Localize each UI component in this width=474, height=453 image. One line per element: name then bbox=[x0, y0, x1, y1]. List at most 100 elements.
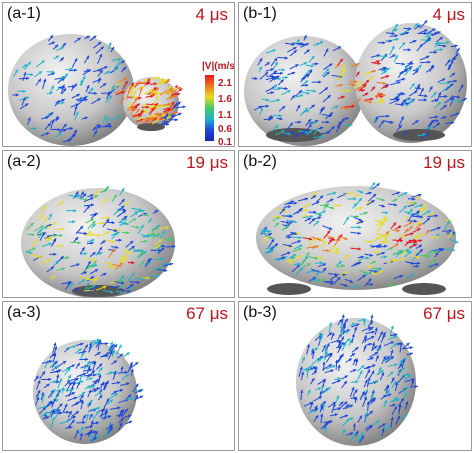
velocity-arrowhead bbox=[177, 101, 181, 105]
velocity-arrowhead bbox=[46, 416, 50, 420]
velocity-arrowhead bbox=[307, 217, 312, 221]
velocity-arrowhead bbox=[313, 210, 317, 214]
velocity-arrowhead bbox=[357, 247, 361, 251]
velocity-arrowhead bbox=[369, 320, 373, 324]
velocity-arrowhead bbox=[114, 232, 118, 236]
velocity-arrowhead bbox=[119, 422, 123, 426]
velocity-arrowhead bbox=[145, 117, 150, 121]
velocity-arrowhead bbox=[395, 37, 399, 41]
velocity-arrowhead bbox=[427, 60, 431, 64]
velocity-arrowhead bbox=[373, 345, 378, 349]
velocity-arrowhead bbox=[417, 25, 421, 28]
velocity-arrowhead bbox=[335, 247, 340, 251]
velocity-arrowhead bbox=[404, 413, 408, 417]
velocity-arrowhead bbox=[443, 44, 447, 48]
velocity-arrowhead bbox=[299, 94, 304, 98]
velocity-arrowhead bbox=[351, 353, 355, 357]
velocity-arrowhead bbox=[342, 324, 346, 328]
velocity-arrowhead bbox=[370, 394, 374, 399]
velocity-arrowhead bbox=[273, 84, 277, 88]
velocity-arrowhead bbox=[350, 432, 354, 436]
bubble-render-b-1 bbox=[244, 19, 467, 146]
velocity-arrowhead bbox=[339, 73, 343, 77]
velocity-arrowhead bbox=[406, 373, 410, 377]
velocity-arrowhead bbox=[86, 205, 90, 209]
velocity-arrowhead bbox=[384, 211, 388, 215]
velocity-arrowhead bbox=[102, 83, 107, 87]
velocity-arrowhead bbox=[394, 96, 399, 100]
velocity-arrowhead bbox=[287, 205, 291, 209]
velocity-arrowhead bbox=[383, 255, 387, 259]
velocity-arrowhead bbox=[403, 250, 407, 254]
velocity-arrowhead bbox=[146, 234, 150, 238]
velocity-arrowhead bbox=[123, 216, 128, 220]
velocity-arrowhead bbox=[332, 401, 336, 405]
velocity-arrowhead bbox=[376, 250, 380, 254]
velocity-arrowhead bbox=[419, 249, 423, 253]
velocity-arrowhead bbox=[372, 364, 376, 368]
velocity-arrowhead bbox=[409, 66, 413, 70]
velocity-arrowhead bbox=[46, 258, 50, 262]
velocity-arrowhead bbox=[70, 388, 74, 392]
velocity-arrowhead bbox=[302, 258, 306, 262]
velocity-arrowhead bbox=[407, 211, 411, 215]
velocity-arrowhead bbox=[90, 194, 94, 198]
velocity-arrowhead bbox=[136, 225, 140, 229]
velocity-arrowhead bbox=[90, 218, 94, 222]
velocity-arrowhead bbox=[38, 230, 42, 234]
velocity-arrowhead bbox=[288, 244, 293, 248]
velocity-arrowhead bbox=[344, 283, 348, 287]
velocity-arrowhead bbox=[127, 289, 131, 293]
velocity-arrowhead bbox=[418, 239, 423, 243]
velocity-arrowhead bbox=[312, 366, 317, 370]
velocity-arrowhead bbox=[130, 286, 134, 290]
velocity-arrowhead bbox=[392, 54, 396, 58]
velocity-arrowhead bbox=[394, 28, 398, 32]
velocity-arrowhead bbox=[90, 197, 94, 201]
velocity-arrowhead bbox=[418, 221, 423, 225]
velocity-arrowhead bbox=[420, 87, 424, 92]
velocity-arrowhead bbox=[53, 342, 57, 346]
velocity-arrowhead bbox=[175, 118, 179, 122]
velocity-arrowhead bbox=[413, 201, 417, 205]
velocity-arrowhead bbox=[367, 199, 371, 204]
velocity-arrowhead bbox=[99, 246, 102, 251]
velocity-arrowhead bbox=[368, 191, 372, 195]
velocity-arrowhead bbox=[405, 386, 409, 391]
velocity-field bbox=[298, 314, 419, 443]
velocity-arrowhead bbox=[360, 190, 364, 194]
velocity-arrowhead bbox=[369, 253, 373, 257]
panel-b-1: (b-1) 4 μs bbox=[238, 2, 472, 147]
velocity-arrowhead bbox=[121, 278, 125, 283]
velocity-arrowhead bbox=[453, 79, 457, 83]
velocity-arrowhead bbox=[326, 249, 330, 253]
panel-time: 4 μs bbox=[432, 5, 465, 24]
velocity-arrowhead bbox=[299, 244, 303, 248]
velocity-arrowhead bbox=[171, 101, 174, 105]
velocity-arrowhead bbox=[432, 28, 436, 32]
velocity-arrowhead bbox=[51, 70, 55, 74]
velocity-arrowhead bbox=[266, 62, 270, 66]
velocity-arrowhead bbox=[381, 372, 384, 376]
velocity-arrowhead bbox=[364, 379, 368, 383]
velocity-arrowhead bbox=[397, 342, 401, 346]
velocity-arrowhead bbox=[314, 347, 319, 351]
velocity-arrowhead bbox=[451, 72, 456, 76]
velocity-arrowhead bbox=[378, 347, 382, 351]
panel-label: (a-2) bbox=[7, 153, 41, 170]
velocity-arrowhead bbox=[145, 78, 149, 82]
velocity-arrowhead bbox=[390, 283, 394, 287]
velocity-arrowhead bbox=[364, 92, 369, 96]
velocity-arrowhead bbox=[38, 71, 42, 75]
velocity-arrowhead bbox=[454, 44, 458, 48]
velocity-arrowhead bbox=[309, 365, 313, 369]
velocity-arrowhead bbox=[56, 374, 60, 378]
velocity-arrowhead bbox=[349, 404, 353, 408]
velocity-arrowhead bbox=[290, 131, 294, 134]
velocity-arrowhead bbox=[126, 382, 130, 386]
velocity-arrowhead bbox=[434, 50, 437, 54]
velocity-arrowhead bbox=[103, 384, 107, 388]
velocity-arrowhead bbox=[122, 66, 127, 71]
velocity-arrowhead bbox=[61, 227, 65, 231]
velocity-arrowhead bbox=[106, 216, 110, 220]
